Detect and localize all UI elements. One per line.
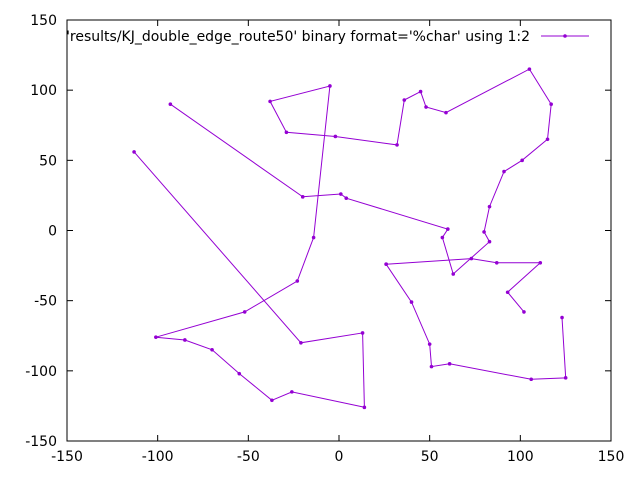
data-point [487,239,492,244]
data-point [563,376,568,380]
data-point [300,195,305,199]
data-point [440,235,445,240]
data-point [505,290,510,295]
data-point [549,102,553,106]
y-tick-label: -150 [25,434,57,450]
data-point [242,310,247,314]
data-point [446,227,450,231]
data-point [360,331,365,335]
data-point [494,260,499,265]
data-point [402,98,407,102]
data-point [444,110,448,115]
data-point [395,143,399,147]
data-point [183,338,187,342]
legend-label: 'results/KJ_double_edge_route50' binary … [66,29,530,45]
y-tick-label: 0 [48,224,57,240]
data-point [311,235,316,240]
data-point [268,99,272,104]
data-point [560,315,564,320]
data-point [538,260,543,265]
data-point [502,169,506,174]
data-point [270,398,274,403]
legend-marker [563,34,567,38]
data-point [384,262,388,266]
data-point [339,192,343,196]
x-tick-label: 100 [507,449,534,465]
data-point [487,204,492,209]
data-point [210,347,214,352]
x-tick-label: -100 [142,449,174,465]
data-point [520,158,524,163]
plot-frame [66,19,612,442]
y-tick-label: 50 [39,153,57,169]
x-tick-label: 150 [598,449,625,465]
y-tick-label: 100 [30,83,57,99]
data-point [168,102,173,106]
series-line [133,68,552,408]
data-point [545,137,550,142]
data-point [529,377,534,382]
data-point [469,256,474,261]
series-line [385,263,567,380]
data-point [427,342,432,346]
data-point [154,335,158,339]
data-point [290,390,294,394]
data-point [424,105,428,109]
data-point [333,134,338,139]
y-tick-label: -50 [34,294,57,310]
data-point [522,310,526,314]
data-point [237,371,242,376]
data-point [447,362,452,366]
y-tick-label: 150 [30,13,57,29]
y-tick-label: -100 [25,364,57,380]
x-tick-label: -50 [237,449,260,465]
data-point [328,84,332,88]
data-point [409,300,414,304]
data-point [527,67,532,71]
data-point [418,89,423,94]
x-tick-label: 50 [421,449,439,465]
data-point [284,130,289,135]
data-point [429,364,434,369]
data-point [451,272,456,276]
series-line [386,258,542,313]
data-point [299,340,303,345]
x-tick-label: -150 [51,449,83,465]
data-point [295,279,300,283]
data-point [132,150,136,154]
data-point [362,405,367,410]
data-point [344,196,349,201]
data-point [482,230,486,234]
x-tick-label: 0 [335,449,344,465]
